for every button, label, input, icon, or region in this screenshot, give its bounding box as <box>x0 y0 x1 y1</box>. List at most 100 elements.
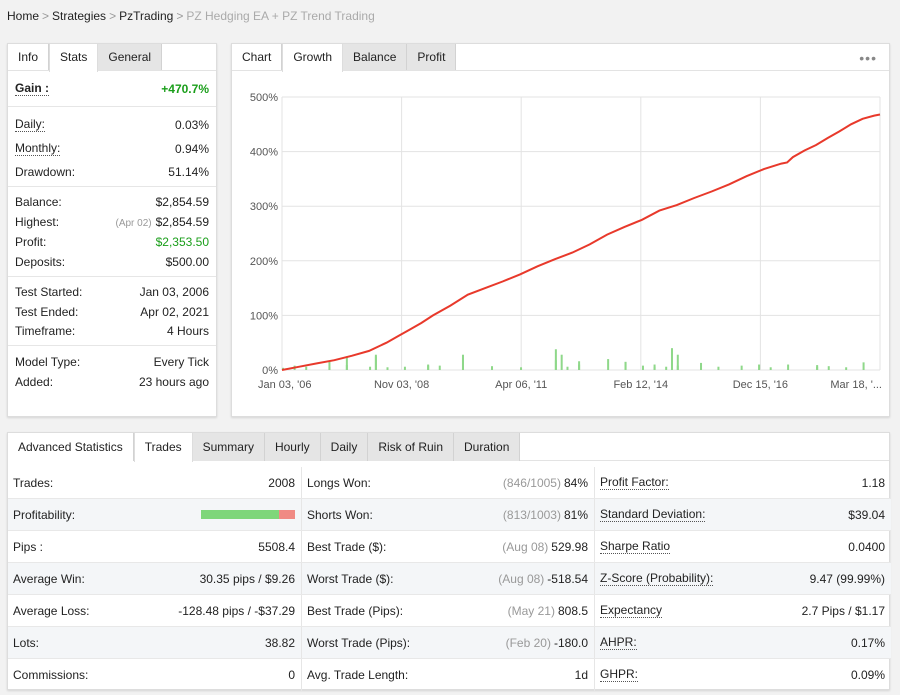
trades-stats-table: Trades: 2008 Longs Won: (846/1005) 84% Prof… <box>8 467 891 691</box>
tab-profit[interactable]: Profit <box>407 44 457 70</box>
tab-stats[interactable]: Stats <box>49 44 99 72</box>
trades-value: 2008 <box>268 475 295 490</box>
z-score-label[interactable]: Z-Score (Probability): <box>600 570 714 586</box>
highest-value: $2,854.59 <box>155 215 209 229</box>
gain-value: +470.7% <box>161 82 209 96</box>
tab-chart[interactable]: Chart <box>232 44 283 70</box>
y-tick-label: 300% <box>250 201 278 213</box>
worst-trade-pips-value: -180.0 <box>553 635 588 650</box>
table-row: Average Win: 30.35 pips / $9.26 Worst Tra… <box>8 563 891 595</box>
average-win-label: Average Win: <box>13 571 85 586</box>
deposits-value: $500.00 <box>165 255 209 269</box>
volume-bar <box>717 366 720 370</box>
profit-factor-label[interactable]: Profit Factor: <box>600 474 669 490</box>
trades-label: Trades: <box>13 475 54 490</box>
volume-bar <box>403 366 406 370</box>
y-tick-label: 500% <box>250 92 278 104</box>
best-trade-pips-date: (May 21) <box>507 603 555 618</box>
x-tick-label: Jan 03, '06 <box>258 379 311 391</box>
volume-bar <box>845 367 848 370</box>
growth-line <box>281 113 881 371</box>
profitability-win-fill <box>201 510 280 519</box>
volume-bar <box>374 354 377 370</box>
table-row: Commissions: 0 Avg. Trade Length: 1d GHPR:… <box>8 659 891 691</box>
more-dots-icon[interactable]: ••• <box>859 50 877 66</box>
volume-bar <box>700 362 703 370</box>
volume-bar <box>787 364 790 370</box>
model-type-row: Model Type: Every Tick <box>15 354 209 370</box>
longs-won-value: 84% <box>563 475 588 490</box>
ghpr-label[interactable]: GHPR: <box>600 667 639 682</box>
tab-growth[interactable]: Growth <box>282 44 344 72</box>
tab-balance[interactable]: Balance <box>343 44 408 70</box>
daily-label[interactable]: Daily: <box>15 117 46 132</box>
volume-bar <box>520 367 523 370</box>
pips-label: Pips : <box>13 539 44 554</box>
tab-duration[interactable]: Duration <box>454 433 521 461</box>
volume-bar <box>740 365 743 370</box>
profit-factor-value: 1.18 <box>861 475 885 490</box>
chart-tabs: Chart Growth Balance Profit <box>232 44 889 72</box>
added-label: Added: <box>15 375 54 389</box>
added-row: Added: 23 hours ago <box>15 374 209 390</box>
breadcrumb-current: PZ Hedging EA + PZ Trend Trading <box>186 9 375 23</box>
average-loss-label: Average Loss: <box>13 603 90 618</box>
tab-trades[interactable]: Trades <box>133 433 193 462</box>
best-trade-pips-label: Best Trade (Pips): <box>307 603 404 618</box>
volume-bar <box>438 365 441 370</box>
test-started-label: Test Started: <box>15 285 83 299</box>
best-trade-usd-label: Best Trade ($): <box>307 539 387 554</box>
standard-deviation-label[interactable]: Standard Deviation: <box>600 506 706 522</box>
profit-value: $2,353.50 <box>155 235 209 249</box>
volume-bar <box>676 354 679 370</box>
volume-bar <box>491 366 494 370</box>
pips-value: 5508.4 <box>258 539 295 554</box>
timeframe-row: Timeframe: 4 Hours <box>15 323 209 339</box>
timeframe-label: Timeframe: <box>15 324 76 338</box>
monthly-label[interactable]: Monthly: <box>15 141 61 156</box>
drawdown-row: Drawdown: 51.14% <box>15 164 209 180</box>
best-trade-usd-date: (Aug 08) <box>502 539 549 554</box>
deposits-label: Deposits: <box>15 255 66 269</box>
y-tick-label: 200% <box>250 256 278 268</box>
ahpr-label[interactable]: AHPR: <box>600 634 637 650</box>
profitability-bar <box>201 510 295 519</box>
sharpe-ratio-label[interactable]: Sharpe Ratio <box>600 538 671 554</box>
breadcrumb-separator: > <box>109 9 117 23</box>
added-value: 23 hours ago <box>138 375 209 389</box>
z-score-value: 9.47 (99.99%) <box>809 571 885 586</box>
table-row: Profitability: Shorts Won: (813/1003) 81% … <box>8 499 891 531</box>
stats-tabs: Info Stats General <box>8 44 216 72</box>
breadcrumb-vendor-link[interactable]: PzTrading <box>119 9 174 23</box>
tab-general[interactable]: General <box>98 44 163 70</box>
worst-trade-usd-label: Worst Trade ($): <box>307 571 394 586</box>
expectancy-value: 2.7 Pips / $1.17 <box>801 603 885 618</box>
worst-trade-usd-value: -518.54 <box>547 571 588 586</box>
breadcrumb-strategies-link[interactable]: Strategies <box>52 9 107 23</box>
volume-bar <box>670 348 673 370</box>
lots-label: Lots: <box>13 635 40 650</box>
chart-panel: Chart Growth Balance Profit ••• 0% 100% 20… <box>231 43 890 417</box>
volume-bar <box>305 366 308 370</box>
worst-trade-pips-label: Worst Trade (Pips): <box>307 635 411 650</box>
tab-info[interactable]: Info <box>8 44 50 70</box>
gain-label[interactable]: Gain : <box>15 81 50 96</box>
tab-risk-of-ruin[interactable]: Risk of Ruin <box>368 433 455 461</box>
drawdown-label: Drawdown: <box>15 165 76 179</box>
shorts-won-label: Shorts Won: <box>307 507 373 522</box>
profit-row: Profit: $2,353.50 <box>15 234 209 250</box>
tab-advanced-statistics[interactable]: Advanced Statistics <box>8 433 134 461</box>
tab-daily[interactable]: Daily <box>320 433 369 461</box>
volume-bar <box>653 364 656 370</box>
volume-bar <box>827 366 830 370</box>
expectancy-label[interactable]: Expectancy <box>600 602 663 618</box>
model-type-value: Every Tick <box>153 355 209 369</box>
tab-summary[interactable]: Summary <box>192 433 265 461</box>
monthly-value: 0.94% <box>174 142 209 156</box>
test-ended-label: Test Ended: <box>15 305 79 319</box>
tab-hourly[interactable]: Hourly <box>264 433 321 461</box>
x-tick-label: Nov 03, '08 <box>374 379 429 391</box>
volume-bar <box>554 349 557 370</box>
breadcrumb-home-link[interactable]: Home <box>7 9 40 23</box>
x-tick-label: Feb 12, '14 <box>613 379 668 391</box>
